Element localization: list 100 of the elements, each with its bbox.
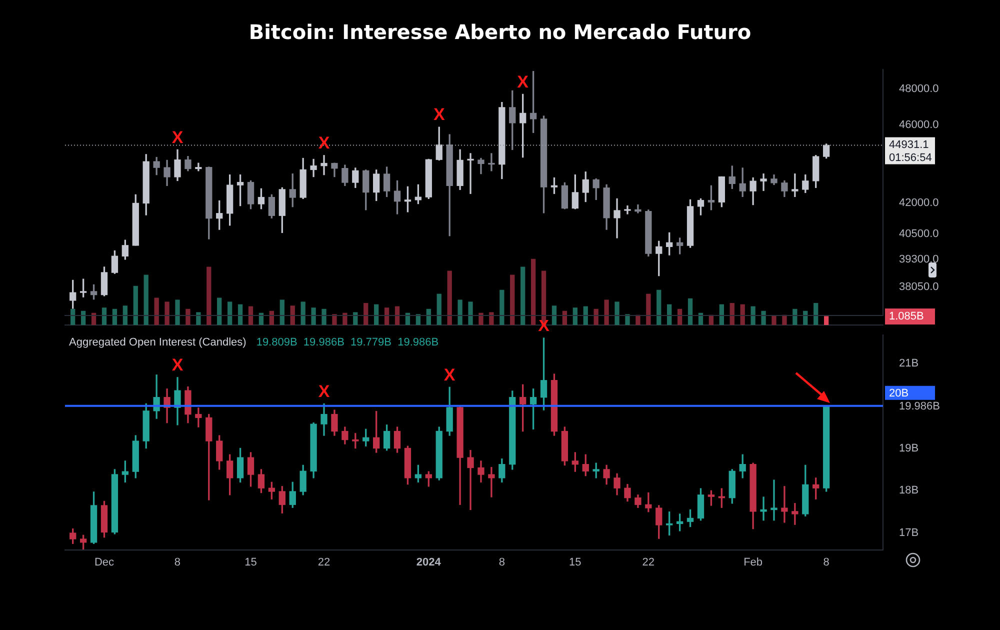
bar — [572, 308, 578, 325]
x-tick-label: 8 — [823, 556, 830, 569]
bar — [814, 302, 818, 325]
x-tick-label: 8 — [498, 556, 505, 569]
x-tick-label: 2024 — [416, 556, 442, 569]
bar — [740, 304, 745, 325]
annotation: X — [172, 356, 184, 375]
bar — [458, 300, 462, 325]
bar — [311, 308, 316, 325]
bar — [782, 314, 787, 325]
bar — [175, 300, 180, 325]
bar — [772, 315, 776, 325]
bar — [500, 290, 504, 325]
annotation: X — [172, 128, 184, 147]
bar — [761, 310, 766, 325]
text: 1.085B — [889, 310, 924, 322]
y-tick-label: 21B — [899, 357, 919, 370]
candlestick — [781, 486, 788, 523]
x-tick-label: Dec — [94, 556, 115, 569]
annotation: X — [517, 72, 530, 92]
bar — [133, 286, 138, 325]
candlestick — [792, 503, 798, 525]
bar — [489, 312, 494, 325]
annotation: Aggregated Open Interest (Candles) — [69, 336, 246, 349]
bar — [656, 290, 662, 325]
bar — [164, 302, 170, 325]
candlestick — [467, 450, 474, 510]
bar — [750, 306, 756, 325]
ref-line-label: 44931.1 01:56:54 — [889, 138, 932, 164]
bar — [394, 306, 400, 325]
bar — [364, 302, 368, 325]
annotation: X — [433, 105, 446, 124]
candlestick — [467, 153, 474, 194]
bar — [677, 308, 682, 325]
bar — [510, 274, 515, 325]
y-tick-label: 46000.0 — [899, 119, 939, 132]
bar — [636, 314, 640, 325]
x-tick-label: 15 — [569, 556, 582, 569]
bar — [384, 308, 390, 325]
bar — [332, 314, 337, 325]
bar — [280, 300, 284, 325]
bar — [426, 308, 431, 325]
bar — [353, 312, 358, 325]
y-tick-label: 40500.0 — [899, 228, 939, 240]
bar — [154, 298, 159, 325]
candlestick — [760, 173, 767, 191]
candlestick — [634, 204, 642, 214]
candlestick — [320, 155, 328, 176]
bar — [290, 306, 295, 325]
bar — [730, 302, 734, 325]
bar — [625, 314, 630, 325]
bar — [122, 306, 128, 325]
bar — [374, 304, 379, 325]
candlestick — [488, 153, 495, 172]
x-tick-label: Feb — [744, 556, 763, 569]
bar — [478, 312, 484, 325]
chart-title: Bitcoin: Interesse Aberto no Mercado Futuro — [248, 20, 752, 44]
bar — [144, 274, 148, 325]
bar — [594, 308, 598, 325]
bar — [667, 304, 672, 325]
y-tick-label: 48000.0 — [899, 82, 939, 95]
candlestick — [488, 466, 495, 498]
bar — [792, 308, 798, 325]
bar — [300, 302, 306, 325]
bar — [646, 294, 651, 325]
bar — [583, 306, 588, 325]
y-tick-label: 42000.0 — [899, 196, 939, 209]
bar — [688, 298, 693, 325]
candlestick — [624, 205, 631, 214]
bar — [604, 300, 609, 325]
bar — [238, 304, 243, 325]
bar — [196, 312, 201, 325]
annotation: X — [318, 134, 330, 153]
bar — [447, 270, 452, 325]
y-tick-label: 19.986B — [899, 400, 940, 412]
bar — [248, 306, 254, 325]
bar — [322, 308, 326, 325]
x-tick-label: 22 — [642, 556, 655, 569]
bar — [70, 308, 76, 325]
bar — [520, 266, 526, 325]
ref-line-label: 20B — [889, 387, 909, 400]
annotation: X — [318, 382, 330, 401]
bar — [342, 312, 348, 325]
bar — [436, 294, 442, 325]
candlestick — [792, 173, 798, 197]
y-tick-label: 39300.0 — [899, 253, 939, 266]
x-tick-label: 22 — [318, 556, 330, 569]
bar — [614, 302, 620, 325]
bar — [824, 316, 829, 325]
annotation: 19.809B 19.986B 19.779B 19.986B — [256, 336, 439, 349]
x-tick-label: 8 — [174, 556, 181, 569]
candlestick — [770, 480, 778, 521]
y-tick-label: 17B — [899, 527, 919, 540]
bar — [719, 304, 724, 325]
candlestick — [614, 198, 620, 238]
x-tick-label: 15 — [244, 556, 257, 569]
bar — [102, 308, 107, 325]
y-tick-label: 18B — [899, 484, 919, 497]
bar — [217, 298, 222, 325]
bar — [112, 308, 118, 325]
